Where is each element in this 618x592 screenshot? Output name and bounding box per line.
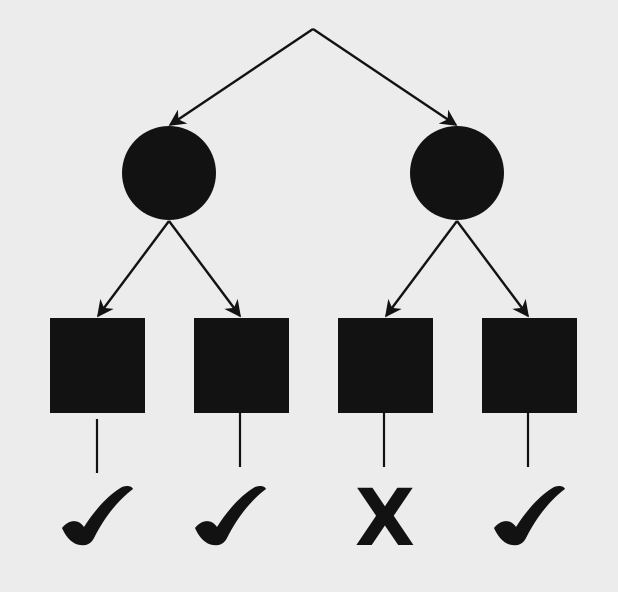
- square-node-1: [50, 318, 145, 413]
- square-node-3: [338, 318, 433, 413]
- edge-circle-left-to-square-1: [96, 220, 170, 318]
- results: X: [62, 474, 565, 564]
- circle-node-left: [122, 126, 216, 220]
- square-node-2: [194, 318, 289, 413]
- level2-nodes: [50, 318, 577, 413]
- check-icon: [195, 485, 266, 546]
- edge-circle-left-to-square-2: [168, 220, 242, 318]
- edge-root-to-circle-right: [312, 28, 458, 126]
- edge-circle-right-to-square-4: [456, 220, 530, 318]
- edge-circle-right-to-square-3: [384, 220, 458, 318]
- edge-root-to-circle-left: [168, 28, 314, 126]
- check-icon: [62, 485, 133, 546]
- square-node-4: [482, 318, 577, 413]
- cross-icon: X: [355, 474, 415, 564]
- check-icon: [494, 485, 565, 546]
- circle-node-right: [410, 126, 504, 220]
- root-edges: [168, 28, 458, 126]
- leaf-lines: [95, 413, 530, 473]
- level1-nodes: [122, 126, 504, 220]
- level2-edges: [96, 220, 530, 318]
